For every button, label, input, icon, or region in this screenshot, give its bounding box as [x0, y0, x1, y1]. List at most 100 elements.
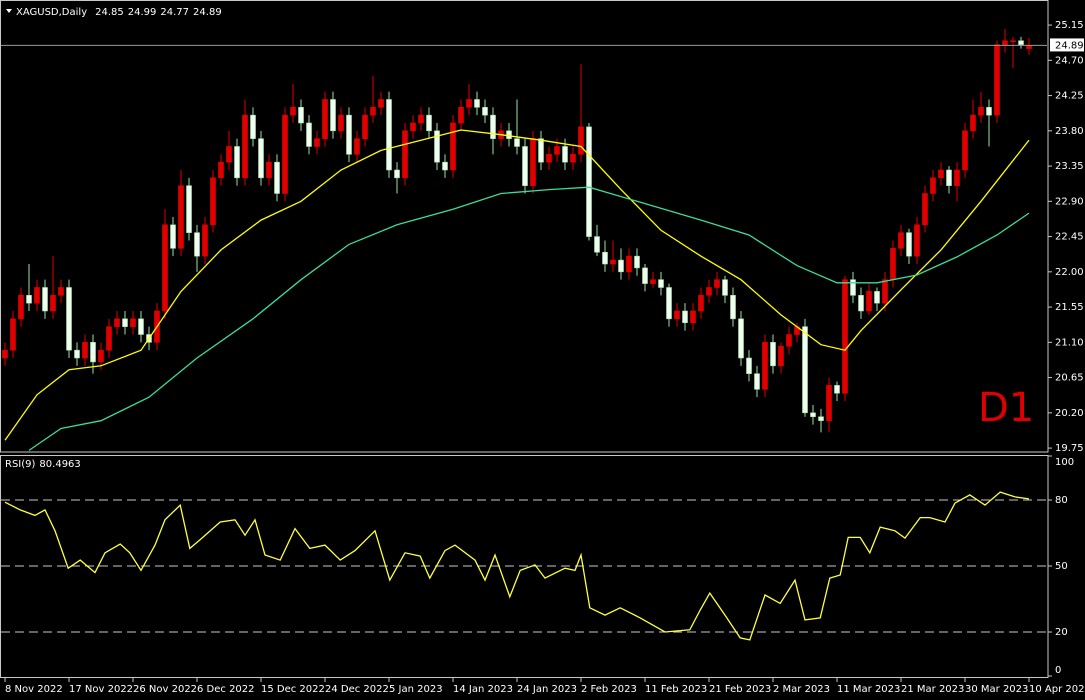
candle-body [706, 287, 712, 296]
candle-body [946, 169, 952, 186]
x-tick-label: 21 Feb 2023 [709, 684, 771, 695]
candle-body [762, 342, 768, 390]
candle-body [490, 114, 496, 139]
x-tick-label: 26 Nov 2022 [133, 684, 197, 695]
candle-body [626, 255, 632, 273]
current-price-label: 24.89 [1055, 40, 1084, 51]
rsi-plot [1, 491, 1047, 641]
axes: XAGUSD,Daily 24.85 24.99 24.77 24.89 25.15 24.… [4, 7, 1085, 695]
candle-body [858, 295, 864, 312]
x-tick-label: 6 Dec 2022 [197, 684, 255, 695]
candle-body [970, 114, 976, 132]
rsi-title-field: RSI(9) [5, 459, 36, 470]
candle-body [442, 161, 448, 171]
candle-body [874, 291, 880, 304]
candle-body [690, 310, 696, 324]
candle-body [434, 130, 440, 163]
y-tick-label: 22.45 [1055, 232, 1084, 243]
candle-body [386, 99, 392, 171]
x-tick-label: 17 Nov 2022 [69, 684, 133, 695]
candle-body [538, 138, 544, 163]
x-tick-label: 24 Dec 2022 [325, 684, 389, 695]
candle-body [954, 169, 960, 186]
candle-body [458, 107, 464, 124]
candle-body [66, 287, 72, 351]
candle-body [474, 99, 480, 108]
candle-body [674, 310, 680, 320]
candle-body [346, 114, 352, 155]
moving-average [28, 186, 1030, 451]
x-tick-label: 30 Mar 2023 [965, 684, 1028, 695]
candle-body [130, 318, 136, 327]
candle-body [986, 107, 992, 116]
candle-body [282, 114, 288, 194]
candle-body [98, 349, 104, 363]
candle-body [514, 138, 520, 147]
header-field: 24.99 [128, 7, 157, 18]
y-tick-label: 50 [1055, 561, 1068, 572]
candle-body [778, 345, 784, 367]
candle-body [826, 385, 832, 421]
candle-body [594, 236, 600, 253]
candle-body [186, 185, 192, 233]
candle-body [738, 318, 744, 359]
candle-body [330, 99, 336, 132]
x-tick-label: 24 Jan 2023 [517, 684, 577, 695]
candle-body [666, 287, 672, 320]
candle-body [82, 342, 88, 359]
y-tick-label: 21.10 [1055, 337, 1084, 348]
candle-body [10, 318, 16, 351]
candle-body [266, 161, 272, 179]
candle-body [642, 267, 648, 284]
candle-body [394, 169, 400, 179]
candle-body [722, 279, 728, 296]
candle-body [122, 318, 128, 327]
candle-body [530, 138, 536, 186]
candle-body [906, 232, 912, 257]
rsi-title: RSI(9) 80.4963 [5, 459, 81, 470]
candle-body [162, 224, 168, 312]
candle-body [410, 122, 416, 132]
menu-arrow[interactable] [6, 9, 12, 13]
candle-body [202, 224, 208, 257]
candle-body [218, 161, 224, 179]
candle-body [114, 318, 120, 327]
candle-body [450, 122, 456, 171]
candle-body [250, 114, 256, 139]
candle-body [866, 291, 872, 312]
candle-body [74, 349, 80, 359]
y-tick-label: 22.00 [1055, 267, 1084, 278]
candle-body [658, 279, 664, 288]
candle-body [754, 373, 760, 390]
candle-body [834, 385, 840, 394]
candle-body [354, 138, 360, 155]
candle-body [546, 154, 552, 163]
candle-body [42, 287, 48, 312]
current-price-box [1050, 38, 1084, 52]
candle-body [698, 295, 704, 312]
candle-body [482, 107, 488, 116]
header-field: 24.85 [95, 7, 124, 18]
candle-body [770, 342, 776, 367]
y-tick-label: 25.15 [1055, 20, 1084, 31]
header-field: XAGUSD,Daily [16, 7, 87, 18]
chart-header: XAGUSD,Daily 24.85 24.99 24.77 24.89 [16, 7, 222, 18]
y-tick-label: 23.80 [1055, 126, 1084, 137]
candle-body [978, 107, 984, 116]
candle-body [922, 193, 928, 226]
y-tick-label: 23.35 [1055, 161, 1084, 172]
candle-body [570, 154, 576, 163]
main-plot [1, 28, 1047, 451]
candle-body [258, 138, 264, 179]
candle-body [58, 287, 64, 296]
x-tick-label: 11 Mar 2023 [837, 684, 900, 695]
y-tick-label: 22.90 [1055, 196, 1084, 207]
candle-body [818, 416, 824, 421]
y-tick-label: 21.55 [1055, 302, 1084, 313]
candle-body [306, 122, 312, 147]
main-frame [0, 0, 1049, 453]
candle-body [50, 295, 56, 312]
candle-body [730, 295, 736, 320]
